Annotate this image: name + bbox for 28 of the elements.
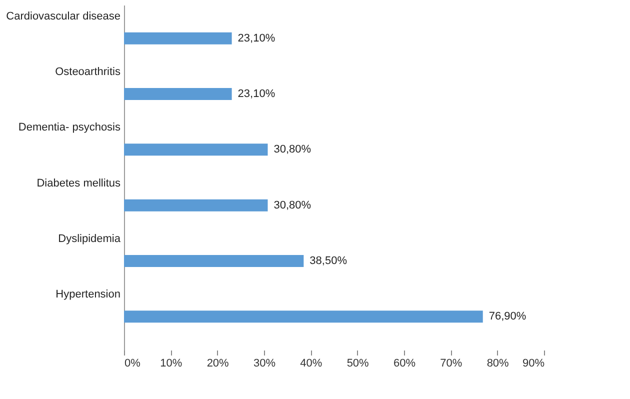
data-label: 76,90% [488,310,526,323]
bar [124,254,304,267]
data-label: 23,10% [238,32,276,44]
data-label: 30,80% [274,199,312,212]
x-tick-label: 10% [160,358,182,370]
y-tick-label: Osteoarthritis [55,66,121,78]
x-tick-label: 20% [206,358,230,370]
y-tick-label: Hypertension [56,288,120,301]
x-tick-label: 70% [440,358,462,370]
x-tick-label: 30% [253,358,276,370]
x-tick-label: 60% [393,358,416,370]
data-label: 38,50% [310,254,348,267]
bar [124,88,232,100]
bar [124,310,483,323]
y-tick-label: Cardiovascular disease [6,10,120,22]
y-tick-label: Diabetes mellitus [36,177,121,190]
x-tick-label: 40% [300,358,322,370]
bar [124,199,268,212]
x-tick-label: 0% [124,358,141,370]
bar [124,144,268,156]
y-tick-label: Dementia- psychosis [18,122,121,134]
bar [124,32,232,44]
y-tick-label: Dyslipidemia [58,232,122,245]
data-label: 30,80% [274,144,312,156]
x-tick-label: 50% [346,358,370,370]
x-tick-label: 80% [486,358,510,370]
data-label: 23,10% [238,88,276,100]
x-tick-label: 90% [522,358,545,370]
